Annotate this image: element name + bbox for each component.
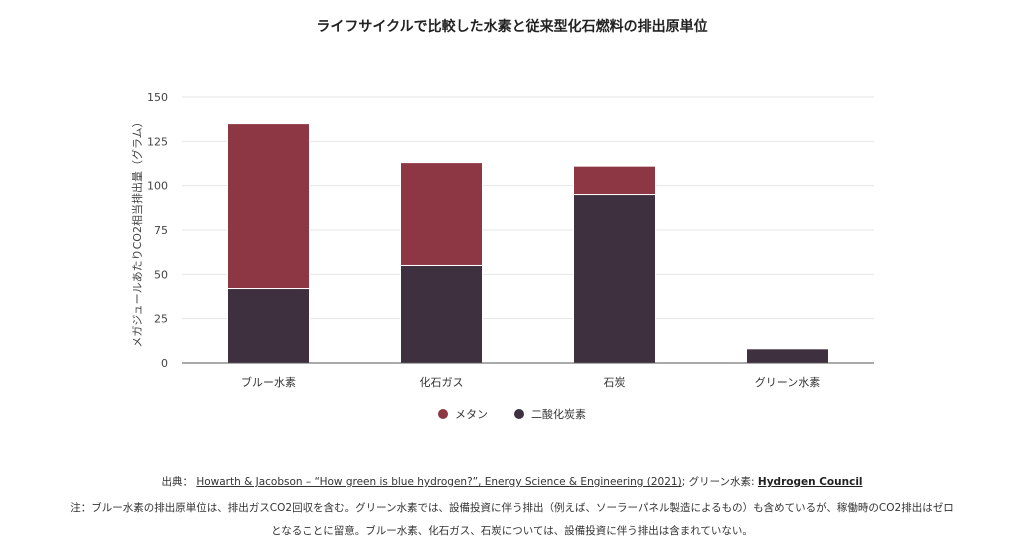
bar-methane-1[interactable]	[400, 162, 483, 266]
x-category-label-2: 石炭	[604, 376, 626, 389]
bar-methane-0[interactable]	[227, 123, 310, 290]
source-link-howarth-jacobson[interactable]: Howarth & Jacobson – “How green is blue …	[196, 476, 682, 488]
x-category-label-0: ブルー水素	[241, 375, 296, 389]
y-tick-label-0: 0	[161, 357, 168, 370]
y-tick-label-100: 100	[147, 180, 168, 193]
gridlines	[182, 96, 874, 320]
y-axis-ticks: 0 25 50 75 100 125 150	[147, 91, 168, 370]
bar-co2-3[interactable]	[746, 348, 829, 364]
x-category-label-3: グリーン水素	[755, 375, 820, 389]
bar-co2-2[interactable]	[573, 194, 656, 364]
source-link-hydrogen-council[interactable]: Hydrogen Council	[757, 476, 863, 488]
x-category-label-1: 化石ガス	[420, 375, 464, 389]
chart-title: ライフサイクルで比較した水素と従来型化石燃料の排出原単位	[316, 19, 708, 35]
legend-label-methane: メタン	[455, 408, 488, 421]
legend-marker-methane	[438, 409, 448, 419]
source-prefix: 出典：	[161, 476, 193, 488]
y-tick-label-25: 25	[154, 313, 168, 326]
legend-item-co2[interactable]: 二酸化炭素	[514, 406, 586, 422]
footnote-line-1: 注：ブルー水素の排出原単位は、排出ガスCO2回収を含む。グリーン水素では、設備投…	[70, 502, 954, 514]
legend: メタン 二酸化炭素	[0, 406, 1024, 422]
footnote: 注：ブルー水素の排出原単位は、排出ガスCO2回収を含む。グリーン水素では、設備投…	[14, 497, 1010, 543]
x-axis-categories: ブルー水素 化石ガス 石炭 グリーン水素	[241, 375, 820, 389]
y-tick-label-150: 150	[147, 91, 168, 104]
source-middle: ; グリーン水素:	[681, 476, 758, 488]
bar-co2-1[interactable]	[400, 264, 483, 364]
footnote-line-2: となることに留意。ブルー水素、化石ガス、石炭については、設備投資に伴う排出は含ま…	[271, 525, 753, 537]
legend-label-co2: 二酸化炭素	[531, 408, 586, 421]
y-tick-label-125: 125	[147, 135, 168, 148]
legend-marker-co2	[514, 409, 524, 419]
y-tick-label-75: 75	[154, 224, 168, 237]
y-tick-label-50: 50	[154, 268, 168, 281]
legend-item-methane[interactable]: メタン	[438, 406, 488, 422]
y-axis-label: メガジュールあたりCO2相当排出量（グラム）	[130, 116, 144, 347]
bar-methane-2[interactable]	[573, 165, 656, 196]
source-citation: 出典： Howarth & Jacobson – “How green is b…	[0, 474, 1024, 489]
bars	[227, 123, 829, 364]
bar-co2-0[interactable]	[227, 288, 310, 364]
